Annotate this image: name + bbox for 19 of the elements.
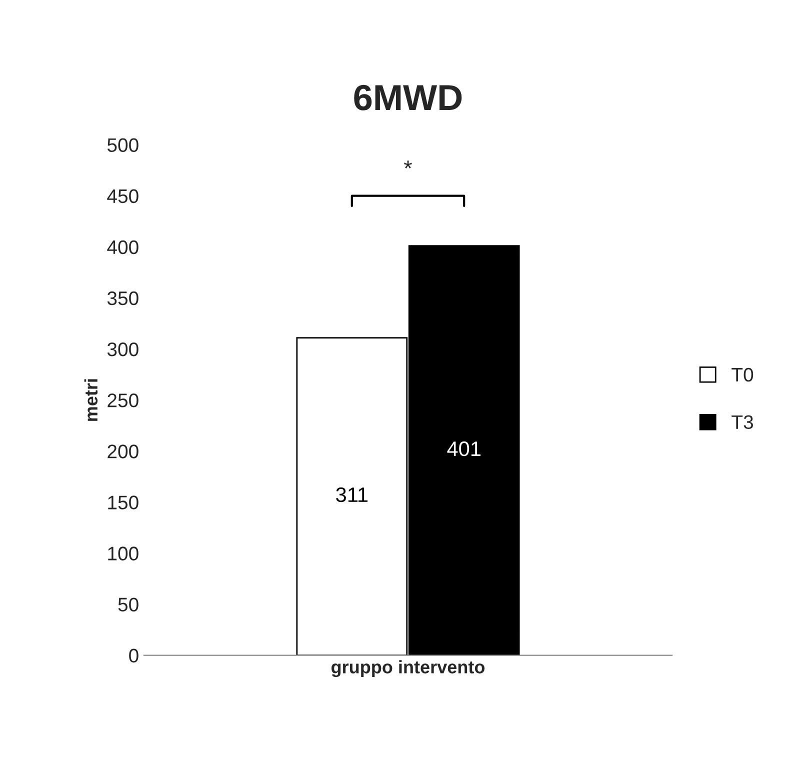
legend-label: T0 <box>732 368 754 382</box>
y-tick-label: 100 <box>108 546 138 560</box>
y-tick-label: 50 <box>118 598 138 612</box>
y-tick-label: 300 <box>107 342 138 356</box>
data-label: 311 <box>336 487 368 502</box>
y-tick-label: 450 <box>107 189 138 204</box>
y-tick-label: 500 <box>107 138 138 152</box>
data-label: 401 <box>447 441 480 456</box>
legend-label: T3 <box>732 415 754 430</box>
y-axis-title: metri <box>84 379 98 421</box>
y-tick-label: 0 <box>129 648 138 663</box>
x-tick-label: gruppo intervento <box>332 660 485 678</box>
y-tick-label: 150 <box>108 496 138 510</box>
y-tick-label: 250 <box>108 394 138 408</box>
y-tick-label: 200 <box>108 444 138 458</box>
y-tick-label: 400 <box>107 240 138 254</box>
chart-title: 6MWD <box>354 84 462 110</box>
y-tick-label: 350 <box>107 291 138 306</box>
annotation: * <box>404 160 412 168</box>
